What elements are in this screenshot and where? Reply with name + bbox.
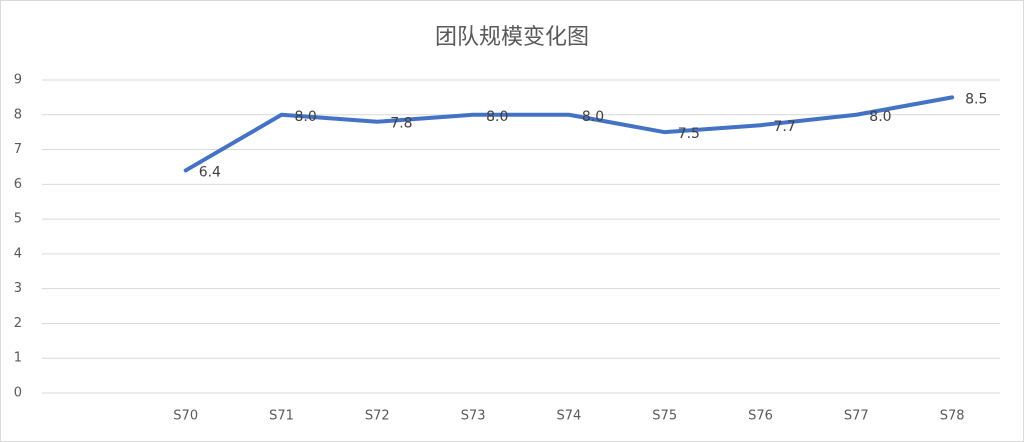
data-label: 8.0 [486,109,508,125]
y-tick-label: 0 [14,386,22,401]
x-tick-label: S78 [940,409,965,424]
y-tick-label: 9 [14,73,22,88]
y-tick-label: 4 [14,246,22,261]
y-tick-label: 1 [14,351,22,366]
y-tick-label: 6 [14,177,22,192]
y-tick-label: 8 [14,107,22,122]
y-tick-label: 3 [14,281,22,296]
x-tick-label: S74 [557,409,582,424]
y-tick-label: 7 [14,142,22,157]
x-tick-label: S70 [173,409,198,424]
data-label: 6.4 [199,164,221,180]
y-tick-label: 2 [14,316,22,331]
data-label: 7.8 [390,116,412,132]
data-label: 8.0 [869,109,891,125]
y-tick-label: 5 [14,212,22,227]
x-tick-label: S71 [269,409,294,424]
chart-title: 团队规模变化图 [435,25,589,50]
x-tick-label: S75 [652,409,677,424]
x-tick-label: S73 [461,409,486,424]
x-tick-label: S72 [365,409,390,424]
data-label: 8.0 [295,109,317,125]
data-label: 7.5 [678,126,700,142]
data-label: 7.7 [774,119,796,135]
data-label: 8.5 [965,91,987,107]
line [183,95,955,173]
x-tick-label: S76 [748,409,773,424]
x-tick-label: S77 [844,409,869,424]
data-label: 8.0 [582,109,604,125]
